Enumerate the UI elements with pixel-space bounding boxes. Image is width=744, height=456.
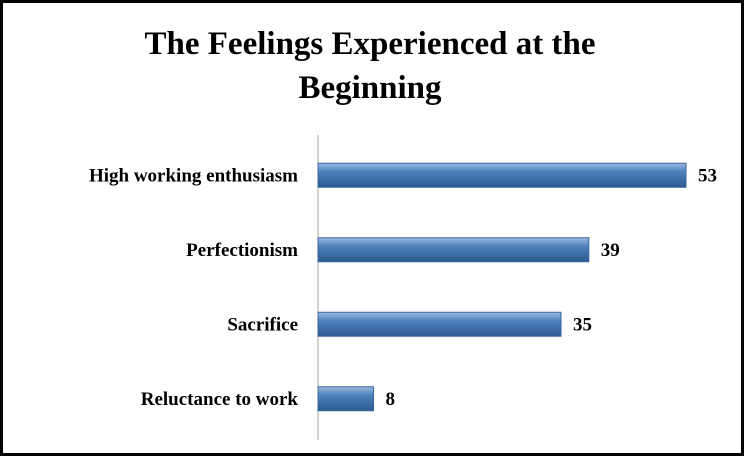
bar	[317, 311, 562, 337]
value-label: 53	[698, 166, 717, 187]
value-label: 8	[386, 389, 396, 410]
bar	[317, 237, 590, 263]
bar	[317, 162, 687, 188]
value-label: 39	[601, 240, 620, 261]
y-tick-label: Reluctance to work	[141, 389, 299, 410]
bar	[317, 386, 375, 412]
value-label: 35	[573, 315, 592, 336]
y-tick-label: High working enthusiasm	[89, 166, 298, 187]
y-tick-label: Sacrifice	[227, 315, 298, 336]
y-tick-label: Perfectionism	[186, 240, 298, 261]
chart-title: The Feelings Experienced at the Beginnin…	[144, 26, 596, 106]
